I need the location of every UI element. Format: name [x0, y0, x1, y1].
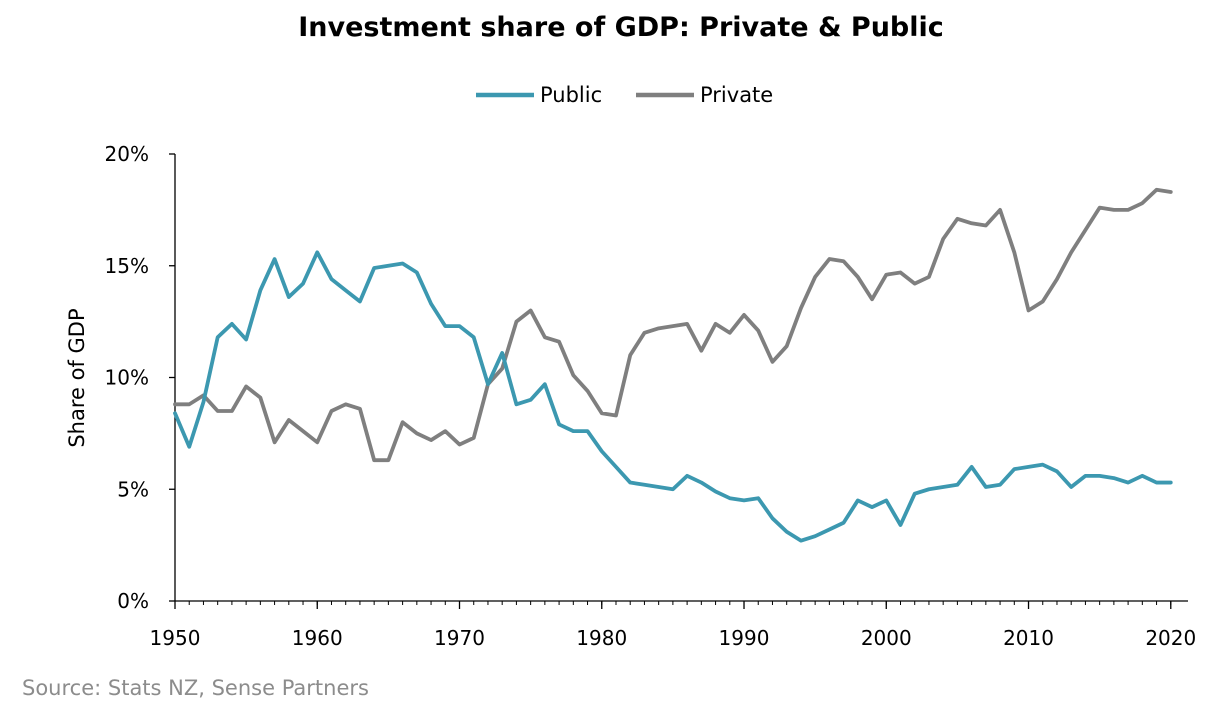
- y-tick-label: 15%: [105, 254, 149, 278]
- x-tick-label: 1950: [150, 626, 201, 650]
- series-private: [173, 187, 1173, 463]
- x-tick-label: 1990: [719, 626, 770, 650]
- y-tick-label: 20%: [105, 142, 149, 166]
- legend-label-public: Public: [540, 83, 602, 107]
- source-note: Source: Stats NZ, Sense Partners: [22, 676, 369, 700]
- legend: Public Private: [476, 83, 773, 107]
- y-tick-label: 5%: [117, 477, 149, 501]
- y-axis-title: Share of GDP: [65, 308, 89, 447]
- x-tick-label: 2020: [1145, 626, 1196, 650]
- x-tick-label: 1970: [434, 626, 485, 650]
- series-line-private: [173, 187, 1173, 463]
- legend-label-private: Private: [700, 83, 773, 107]
- series-line-public: [173, 250, 1173, 543]
- x-tick-label: 2010: [1003, 626, 1054, 650]
- y-tick-label: 10%: [105, 366, 149, 390]
- x-tick-label: 1960: [292, 626, 343, 650]
- chart-title: Investment share of GDP: Private & Publi…: [298, 12, 944, 43]
- x-tick-label: 2000: [861, 626, 912, 650]
- x-tick-label: 1980: [576, 626, 627, 650]
- y-tick-label: 0%: [117, 589, 149, 613]
- series-public: [173, 250, 1173, 543]
